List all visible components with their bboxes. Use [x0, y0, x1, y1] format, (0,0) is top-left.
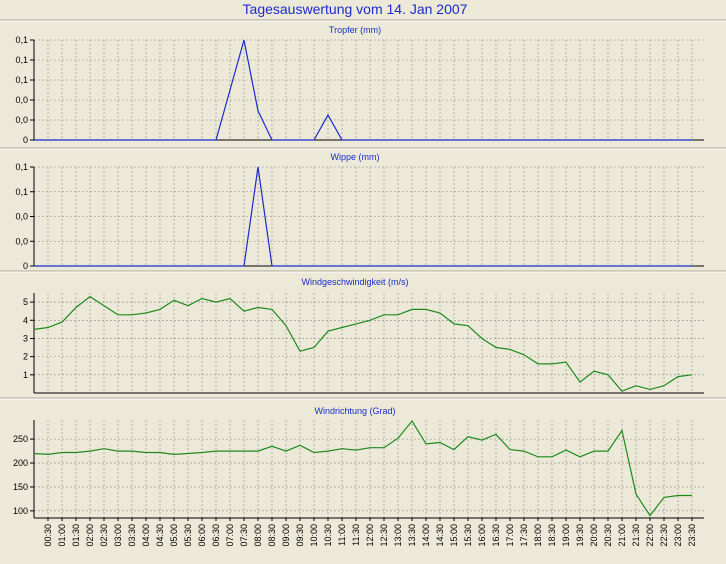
- chart-panel-1: Tropfer (mm) 0,1 0,1 0,1 0,0 0,0 0: [0, 19, 726, 145]
- x-tick-label: 12:30: [379, 524, 389, 547]
- panel-title: Tropfer (mm): [329, 25, 381, 35]
- panel-title: Wippe (mm): [331, 152, 380, 162]
- y-tick-label: 0: [23, 261, 28, 271]
- x-tick-label: 09:00: [281, 524, 291, 547]
- panel-title: Windrichtung (Grad): [314, 406, 395, 416]
- chart-panel-4: Windrichtung (Grad) 100 150 200 250: [0, 397, 726, 519]
- y-tick-label: 150: [13, 482, 28, 492]
- x-tick-label: 07:00: [225, 524, 235, 547]
- x-tick-label: 11:00: [337, 524, 347, 546]
- x-tick-label: 06:00: [197, 524, 207, 547]
- y-tick-label: 0,1: [15, 55, 28, 65]
- x-tick-label: 18:30: [547, 524, 557, 547]
- x-tick-label: 08:00: [253, 524, 263, 547]
- x-tick-label: 04:00: [141, 524, 151, 547]
- x-tick-label: 10:00: [309, 524, 319, 547]
- y-tick-label: 200: [13, 458, 28, 468]
- x-tick-label: 14:30: [435, 524, 445, 547]
- x-tick-label: 23:30: [687, 524, 697, 547]
- x-tick-label: 07:30: [239, 524, 249, 547]
- series-line: [34, 39, 692, 141]
- x-tick-label: 05:00: [169, 524, 179, 547]
- x-tick-label: 08:30: [267, 524, 277, 547]
- x-tick-label: 13:00: [393, 524, 403, 547]
- y-tick-label: 100: [13, 506, 28, 516]
- x-tick-label: 21:00: [617, 524, 627, 547]
- x-tick-label: 20:30: [603, 524, 613, 547]
- y-tick-label: 0,0: [15, 236, 28, 246]
- y-tick-label: 4: [23, 315, 28, 325]
- x-tick-label: 03:00: [113, 524, 123, 547]
- page-title: Tagesauswertung vom 14. Jan 2007: [243, 1, 468, 17]
- x-tick-label: 17:30: [519, 524, 529, 547]
- chart-panel-3: Windgeschwindigkeit (m/s) 1 2 3 4 5: [0, 270, 726, 394]
- y-tick-label: 0: [23, 135, 28, 145]
- x-tick-label: 16:00: [477, 524, 487, 547]
- x-tick-label: 06:30: [211, 524, 221, 547]
- x-tick-label: 09:30: [295, 524, 305, 547]
- x-tick-label: 15:30: [463, 524, 473, 547]
- y-tick-label: 0,0: [15, 115, 28, 125]
- x-tick-label: 21:30: [631, 524, 641, 547]
- x-tick-label: 01:00: [57, 524, 67, 547]
- y-tick-label: 0,1: [15, 35, 28, 45]
- x-tick-label: 04:30: [155, 524, 165, 547]
- series-line: [34, 166, 692, 267]
- x-tick-label: 18:00: [533, 524, 543, 547]
- x-tick-label: 02:30: [99, 524, 109, 547]
- chart-panel-2: Wippe (mm) 0,1 0,1 0,0 0,0 0: [0, 147, 726, 271]
- x-tick-label: 20:00: [589, 524, 599, 547]
- y-tick-label: 250: [13, 434, 28, 444]
- x-tick-label: 19:00: [561, 524, 571, 547]
- y-tick-label: 3: [23, 333, 28, 343]
- x-tick-label: 10:30: [323, 524, 333, 547]
- y-tick-label: 1: [23, 370, 28, 380]
- x-tick-label: 11:30: [351, 524, 361, 546]
- x-tick-label: 13:30: [407, 524, 417, 547]
- y-tick-label: 5: [23, 297, 28, 307]
- series-line: [33, 295, 693, 392]
- x-tick-label: 14:00: [421, 524, 431, 547]
- x-tick-label: 22:00: [645, 524, 655, 547]
- y-tick-label: 0,0: [15, 95, 28, 105]
- panel-title: Windgeschwindigkeit (m/s): [301, 277, 408, 287]
- x-axis-labels: 00:30 01:00 01:30 02:00 02:30 03:00 03:30 04:00…: [43, 518, 697, 547]
- y-tick-label: 0,1: [15, 187, 28, 197]
- x-tick-label: 01:30: [71, 524, 81, 547]
- x-tick-label: 05:30: [183, 524, 193, 547]
- y-tick-label: 0,1: [15, 162, 28, 172]
- x-tick-label: 22:30: [659, 524, 669, 547]
- series-line: [33, 419, 692, 517]
- y-tick-label: 0,1: [15, 75, 28, 85]
- y-tick-label: 0,0: [15, 212, 28, 222]
- x-tick-label: 23:00: [673, 524, 683, 547]
- x-tick-label: 17:00: [505, 524, 515, 547]
- x-tick-label: 02:00: [85, 524, 95, 547]
- x-tick-label: 15:00: [449, 524, 459, 547]
- x-tick-label: 19:30: [575, 524, 585, 547]
- x-tick-label: 16:30: [491, 524, 501, 547]
- x-tick-label: 12:00: [365, 524, 375, 547]
- y-tick-label: 2: [23, 352, 28, 362]
- x-tick-label: 03:30: [127, 524, 137, 547]
- x-tick-label: 00:30: [43, 524, 53, 547]
